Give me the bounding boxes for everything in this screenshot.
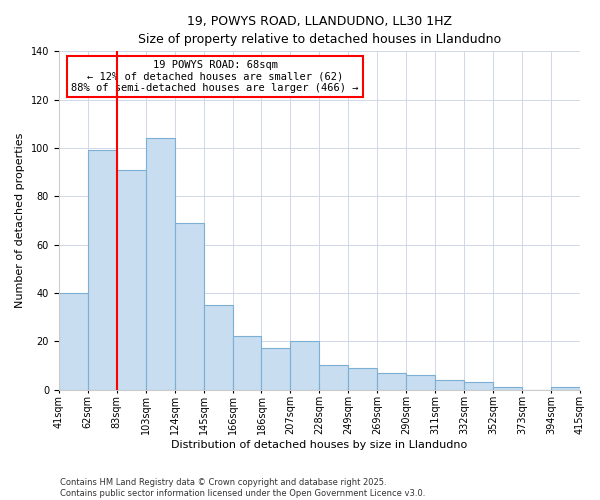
Bar	[175, 223, 203, 390]
Bar	[435, 380, 464, 390]
Text: 19 POWYS ROAD: 68sqm
← 12% of detached houses are smaller (62)
88% of semi-detac: 19 POWYS ROAD: 68sqm ← 12% of detached h…	[71, 60, 359, 93]
Bar	[262, 348, 290, 390]
Bar	[146, 138, 175, 390]
Bar	[493, 387, 522, 390]
Bar	[203, 305, 233, 390]
Bar	[233, 336, 262, 390]
Y-axis label: Number of detached properties: Number of detached properties	[15, 132, 25, 308]
Title: 19, POWYS ROAD, LLANDUDNO, LL30 1HZ
Size of property relative to detached houses: 19, POWYS ROAD, LLANDUDNO, LL30 1HZ Size…	[138, 15, 501, 46]
Bar	[319, 366, 349, 390]
Bar	[349, 368, 377, 390]
Bar	[551, 387, 580, 390]
Bar	[406, 375, 435, 390]
Bar	[290, 341, 319, 390]
Bar	[59, 293, 88, 390]
X-axis label: Distribution of detached houses by size in Llandudno: Distribution of detached houses by size …	[171, 440, 467, 450]
Bar	[377, 372, 406, 390]
Bar	[116, 170, 146, 390]
Text: Contains HM Land Registry data © Crown copyright and database right 2025.
Contai: Contains HM Land Registry data © Crown c…	[60, 478, 425, 498]
Bar	[464, 382, 493, 390]
Bar	[88, 150, 116, 390]
